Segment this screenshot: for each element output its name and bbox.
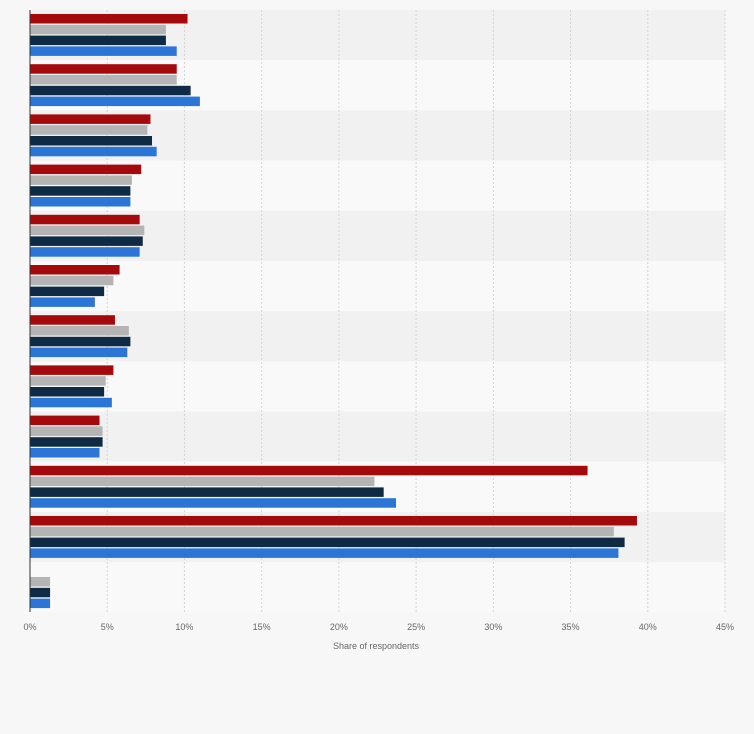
grid-lines xyxy=(106,10,726,612)
category-band-8 xyxy=(30,411,725,462)
bar-s0-c2 xyxy=(30,114,151,124)
bar-s1-c0 xyxy=(30,24,166,35)
bar-s0-c0 xyxy=(30,14,188,24)
bar-s0-c9 xyxy=(30,465,588,476)
bar-s2-c4 xyxy=(30,236,143,246)
x-tick-label-45: 45% xyxy=(716,622,734,632)
bar-s3-c8 xyxy=(30,448,100,458)
bar-s0-c3 xyxy=(30,164,142,175)
bar-s2-c11 xyxy=(30,587,51,598)
bar-s3-c11 xyxy=(30,598,51,609)
bar-s1-c4 xyxy=(30,225,145,236)
bar-s3-c5 xyxy=(30,297,95,307)
bar-s3-c6 xyxy=(30,347,128,358)
bar-s2-c6 xyxy=(30,336,131,347)
bar-s3-c1 xyxy=(30,96,200,107)
category-band-4 xyxy=(30,210,725,261)
bar-s0-c6 xyxy=(30,315,115,325)
bar-s1-c5 xyxy=(30,275,114,286)
category-band-5 xyxy=(30,261,725,312)
x-tick-label-15: 15% xyxy=(253,622,271,632)
bar-s1-c2 xyxy=(30,125,148,135)
category-band-6 xyxy=(30,311,725,362)
bar-s2-c1 xyxy=(30,85,191,96)
bar-s2-c7 xyxy=(30,387,105,397)
bar-s0-c10 xyxy=(30,516,637,526)
bar-s1-c3 xyxy=(30,175,132,185)
bar-s0-c5 xyxy=(30,265,120,275)
x-tick-label-30: 30% xyxy=(484,622,502,632)
bar-s3-c10 xyxy=(30,548,619,558)
bar-s2-c10 xyxy=(30,537,625,548)
bar-s2-c0 xyxy=(30,35,166,46)
bar-s2-c9 xyxy=(30,487,384,497)
bar-s1-c11 xyxy=(30,577,51,587)
category-band-3 xyxy=(30,160,725,211)
bar-s2-c2 xyxy=(30,136,153,146)
bars xyxy=(30,14,637,609)
bar-s3-c7 xyxy=(30,397,112,408)
bar-s3-c2 xyxy=(30,146,157,157)
bar-s1-c7 xyxy=(30,376,106,386)
bar-s0-c4 xyxy=(30,214,140,225)
bar-s2-c3 xyxy=(30,186,131,196)
bar-s2-c8 xyxy=(30,437,103,447)
bar-s0-c8 xyxy=(30,415,100,426)
x-tick-label-25: 25% xyxy=(407,622,425,632)
bar-s3-c3 xyxy=(30,197,131,207)
bar-s1-c10 xyxy=(30,526,614,537)
bar-s1-c1 xyxy=(30,75,177,85)
bar-s2-c5 xyxy=(30,286,105,297)
x-tick-label-35: 35% xyxy=(562,622,580,632)
bar-s0-c7 xyxy=(30,365,114,375)
bar-s3-c0 xyxy=(30,46,177,56)
bar-s0-c1 xyxy=(30,64,177,74)
x-tick-label-20: 20% xyxy=(330,622,348,632)
bar-s1-c8 xyxy=(30,426,103,436)
category-band-11 xyxy=(30,562,725,613)
x-tick-label-10: 10% xyxy=(175,622,193,632)
x-tick-labels: 0% 5% 10% 15% 20% 25% 30% 35% 40% 45% xyxy=(23,622,734,632)
bar-s1-c6 xyxy=(30,326,129,336)
bar-s1-c9 xyxy=(30,476,375,487)
x-tick-label-40: 40% xyxy=(639,622,657,632)
x-tick-label-5: 5% xyxy=(101,622,114,632)
x-axis-label: Share of respondents xyxy=(333,641,420,651)
x-tick-label-0: 0% xyxy=(23,622,36,632)
category-band-7 xyxy=(30,361,725,412)
bar-s3-c9 xyxy=(30,498,397,508)
bar-s3-c4 xyxy=(30,247,140,257)
